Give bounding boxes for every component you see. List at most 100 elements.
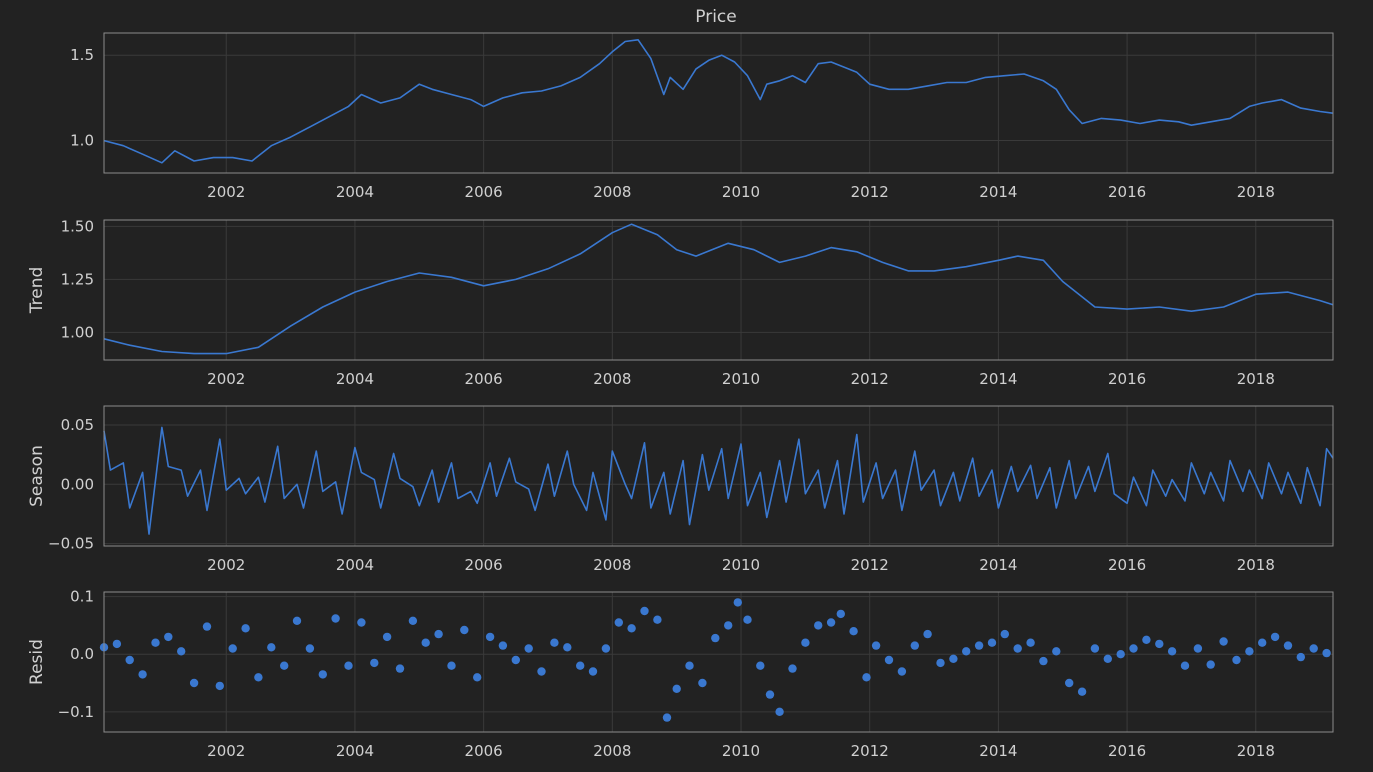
resid-point (241, 624, 250, 633)
resid-point (292, 616, 302, 625)
resid-point (125, 655, 134, 665)
resid-point (814, 621, 823, 630)
resid-plot-area (104, 592, 1333, 732)
resid-point (653, 615, 662, 624)
trend-ytick-label: 1.00 (61, 323, 94, 341)
resid-xtick-label: 2008 (593, 742, 631, 760)
resid-point (601, 644, 611, 653)
trend-xtick-label: 2016 (1108, 370, 1146, 388)
resid-point (1142, 635, 1151, 644)
resid-point (460, 625, 469, 635)
price-xtick-label: 2004 (336, 183, 374, 201)
trend-axes-frame (103, 219, 1334, 361)
trend-panel: 2002 2004 2006 2008 2010 2012 2014 2016 2018 1.00… (27, 217, 1334, 388)
resid-point (1052, 647, 1061, 656)
resid-ytick-label: 0.0 (70, 645, 94, 663)
resid-point (254, 673, 263, 682)
resid-point (382, 632, 392, 642)
trend-xtick-label: 2004 (336, 370, 374, 388)
price-xtick-label: 2006 (465, 183, 503, 201)
resid-point (788, 664, 797, 673)
resid-point (498, 641, 508, 650)
resid-point (357, 618, 366, 627)
resid-point (1013, 644, 1022, 653)
resid-point (1090, 644, 1100, 653)
price-ytick-label: 1.5 (70, 46, 94, 64)
resid-point (614, 618, 623, 627)
resid-point (871, 641, 881, 650)
resid-point (1270, 632, 1280, 642)
resid-point (228, 644, 237, 653)
resid-point (267, 643, 276, 652)
price-ytick-label: 1.0 (70, 132, 94, 150)
resid-point (826, 618, 836, 627)
price-panel: 2002 2004 2006 2008 2010 2012 2014 2016 2018 1.0 1… (70, 32, 1334, 201)
resid-point (473, 673, 482, 682)
resid-point (987, 638, 997, 647)
resid-panel: 2002 2004 2006 2008 2010 2012 2014 2016 2018 −0.1… (27, 588, 1334, 760)
resid-point (765, 690, 775, 699)
resid-point (685, 661, 694, 670)
resid-point (733, 598, 742, 607)
resid-point (588, 667, 598, 676)
resid-point (1322, 648, 1331, 658)
resid-point (862, 673, 871, 682)
resid-point (1155, 639, 1164, 649)
resid-point (1129, 644, 1138, 653)
resid-point (1206, 660, 1215, 669)
resid-point (711, 633, 720, 643)
resid-xtick-label: 2018 (1237, 742, 1275, 760)
resid-point (344, 661, 353, 670)
resid-axes-frame (103, 591, 1334, 733)
resid-point (189, 678, 199, 688)
resid-point (215, 681, 224, 691)
resid-point (524, 644, 533, 653)
season-xtick-label: 2018 (1237, 556, 1275, 574)
season-xtick-label: 2012 (851, 556, 889, 574)
resid-point (1116, 650, 1125, 659)
resid-point (1000, 629, 1009, 639)
season-ytick-label: −0.05 (48, 535, 94, 553)
resid-point (1296, 652, 1306, 662)
season-xtick-label: 2004 (336, 556, 374, 574)
price-xtick-label: 2016 (1108, 183, 1146, 201)
resid-point (447, 661, 456, 670)
resid-point (801, 638, 810, 647)
resid-point (1232, 655, 1241, 665)
resid-point (756, 661, 765, 670)
season-xtick-label: 2014 (979, 556, 1017, 574)
price-xtick-label: 2002 (207, 183, 245, 201)
season-xtick-label: 2002 (207, 556, 245, 574)
resid-point (1167, 647, 1177, 656)
resid-xtick-label: 2006 (465, 742, 503, 760)
price-xtick-label: 2012 (851, 183, 889, 201)
trend-xtick-label: 2008 (593, 370, 631, 388)
resid-point (408, 616, 418, 625)
resid-point (331, 614, 340, 623)
panels-group: 2002 2004 2006 2008 2010 2012 2014 2016 2018 1.0 1… (27, 32, 1334, 760)
resid-point (112, 639, 122, 649)
trend-xtick-label: 2002 (207, 370, 245, 388)
resid-point (836, 609, 845, 619)
trend-xtick-label: 2014 (979, 370, 1017, 388)
resid-point (1283, 641, 1293, 650)
resid-point (395, 664, 405, 673)
resid-ytick-label: 0.1 (70, 588, 94, 606)
trend-ytick-label: 1.25 (61, 270, 94, 288)
resid-point (1039, 656, 1048, 666)
season-xtick-label: 2016 (1108, 556, 1146, 574)
resid-point (640, 606, 649, 616)
resid-xtick-label: 2002 (207, 742, 245, 760)
price-series-line (103, 39, 1334, 164)
resid-point (434, 629, 443, 639)
resid-xtick-label: 2012 (851, 742, 889, 760)
price-xtick-label: 2014 (979, 183, 1017, 201)
price-xtick-label: 2010 (722, 183, 760, 201)
price-axes-frame (103, 32, 1334, 174)
resid-point (563, 643, 572, 652)
resid-point (421, 638, 430, 647)
resid-point (1103, 654, 1113, 663)
resid-point (910, 641, 919, 650)
trend-ytick-label: 1.50 (61, 217, 94, 235)
